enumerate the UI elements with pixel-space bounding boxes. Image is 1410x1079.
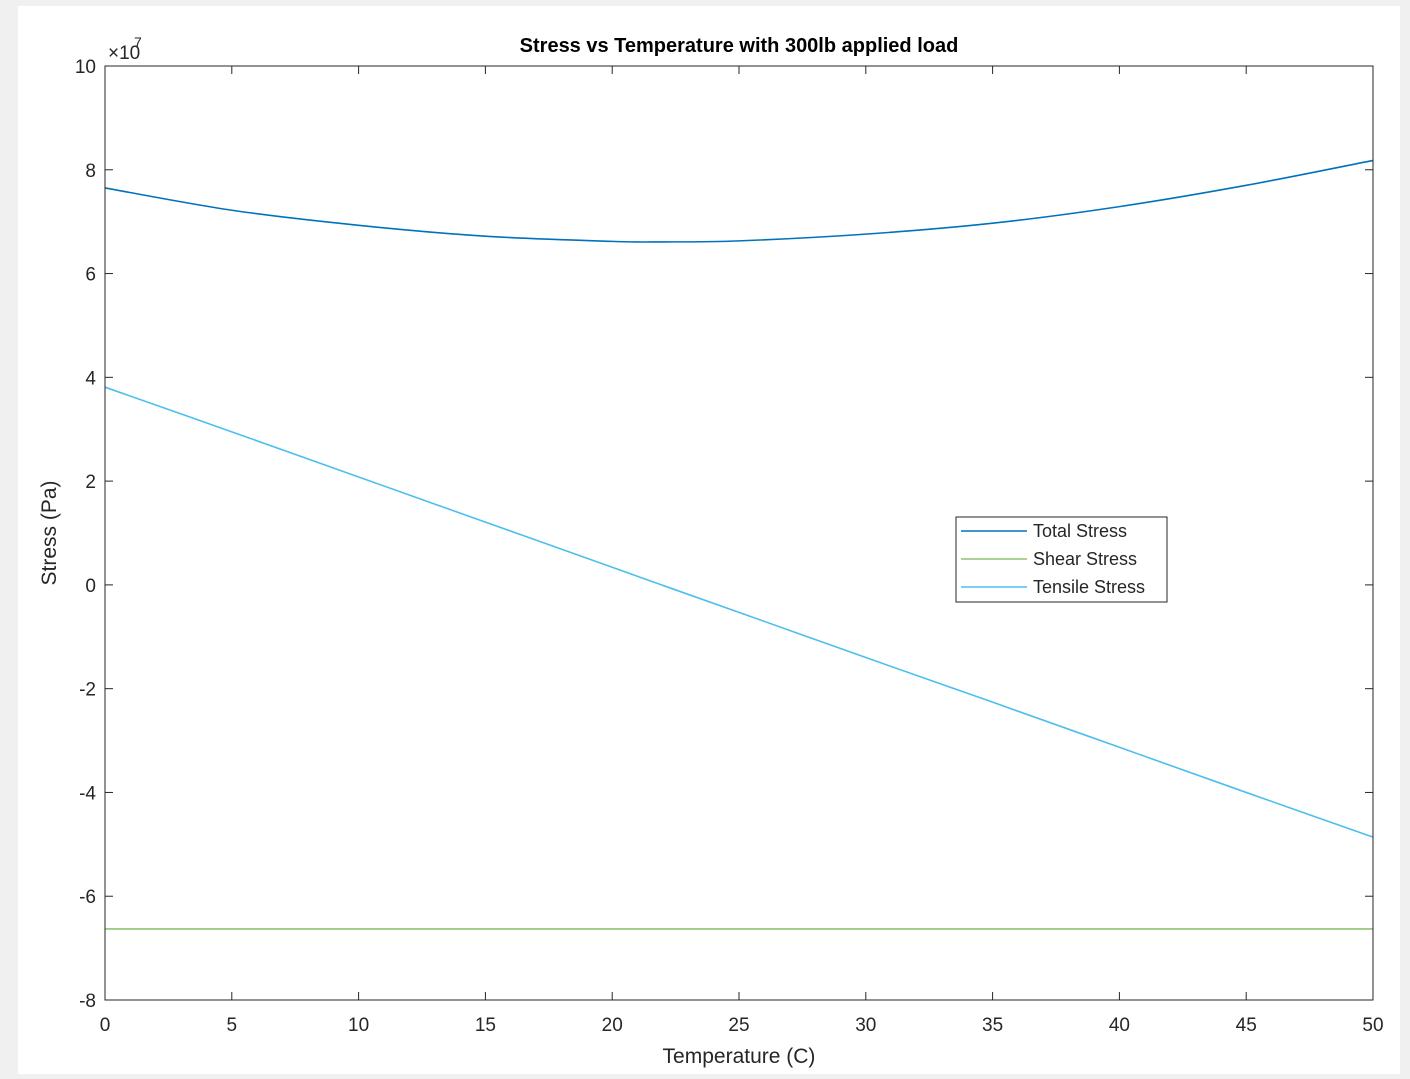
y-tick-label: 8 bbox=[85, 161, 96, 182]
y-tick-label: 6 bbox=[85, 265, 96, 286]
y-exponent-power: 7 bbox=[134, 34, 142, 50]
ticks-layer: 0 5 10 15 20 25 30 35 40 45 50 -8 -6 -4 -2 0 2 4 6 8 10 bbox=[75, 57, 1384, 1036]
x-axis-label: Temperature (C) bbox=[663, 1045, 816, 1068]
x-tick-label: 35 bbox=[982, 1015, 1003, 1036]
y-exponent-multiplier: ×10 bbox=[108, 43, 140, 64]
legend-label-tensile-stress: Tensile Stress bbox=[1033, 577, 1145, 597]
x-tick-label: 50 bbox=[1362, 1015, 1383, 1036]
series-line-tensile-stress bbox=[104, 386, 1374, 838]
y-axis-label: Stress (Pa) bbox=[38, 480, 61, 585]
y-tick-label: -8 bbox=[79, 991, 96, 1012]
legend: Total Stress Shear Stress Tensile Stress bbox=[955, 516, 1168, 603]
x-tick-label: 10 bbox=[348, 1015, 369, 1036]
x-tick-label: 5 bbox=[227, 1015, 238, 1036]
y-tick-label: 4 bbox=[85, 368, 96, 389]
y-tick-label: -2 bbox=[79, 680, 96, 701]
y-tick-label: 10 bbox=[75, 57, 96, 78]
x-tick-label: 30 bbox=[855, 1015, 876, 1036]
y-tick-label: 0 bbox=[85, 576, 96, 597]
series-layer bbox=[104, 159, 1374, 930]
plot-area bbox=[105, 66, 1373, 1000]
x-tick-label: 15 bbox=[475, 1015, 496, 1036]
legend-label-total-stress: Total Stress bbox=[1033, 521, 1127, 541]
x-tick-label: 25 bbox=[728, 1015, 749, 1036]
x-tick-label: 40 bbox=[1109, 1015, 1130, 1036]
legend-label-shear-stress: Shear Stress bbox=[1033, 549, 1137, 569]
series-line-total-stress bbox=[104, 159, 1374, 243]
chart-title: Stress vs Temperature with 300lb applied… bbox=[520, 35, 959, 57]
y-tick-label: 2 bbox=[85, 472, 96, 493]
y-tick-label: -4 bbox=[79, 783, 96, 804]
x-tick-label: 0 bbox=[100, 1015, 111, 1036]
x-tick-label: 20 bbox=[602, 1015, 623, 1036]
y-tick-label: -6 bbox=[79, 887, 96, 908]
x-tick-label: 45 bbox=[1236, 1015, 1257, 1036]
